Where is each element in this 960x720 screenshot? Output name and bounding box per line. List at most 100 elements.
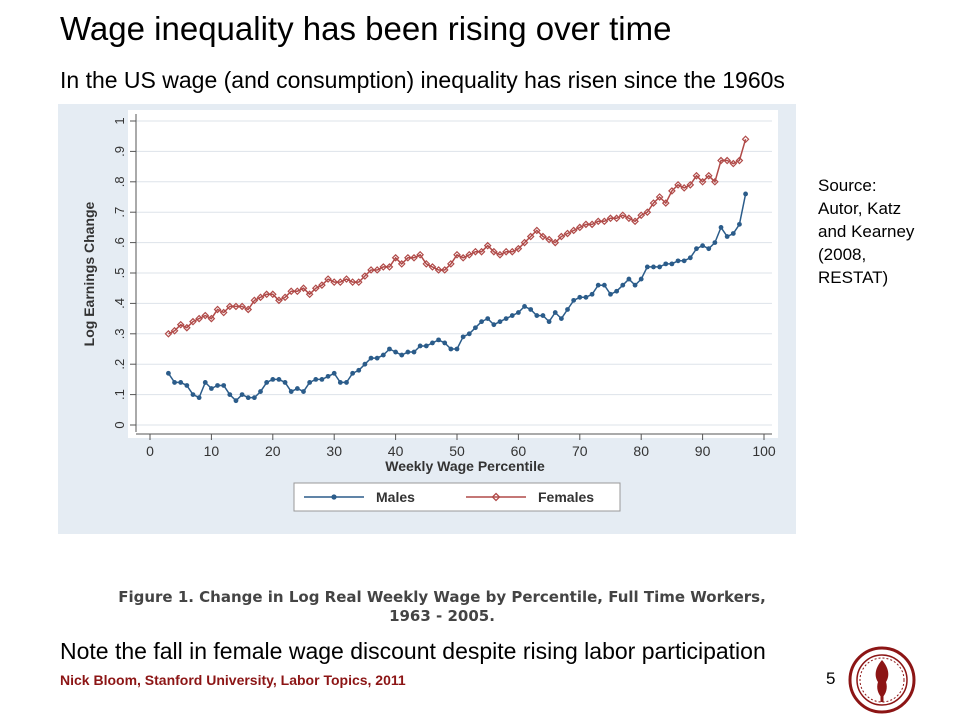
data-point: [397, 260, 406, 268]
data-point: [503, 316, 509, 321]
legend-marker: [331, 494, 337, 500]
data-point: [655, 193, 664, 201]
data-point: [209, 386, 214, 391]
data-point: [318, 281, 326, 290]
data-point: [238, 302, 246, 311]
data-point: [239, 392, 245, 397]
data-point: [477, 247, 486, 256]
data-point: [385, 263, 394, 271]
data-point: [282, 380, 288, 385]
data-point: [594, 217, 603, 226]
y-tick-label: 1: [112, 117, 127, 124]
data-point: [741, 135, 750, 144]
data-point: [373, 266, 382, 274]
data-point: [520, 238, 529, 247]
data-point: [275, 296, 283, 305]
x-tick-label: 100: [752, 443, 776, 459]
data-point: [434, 266, 443, 274]
data-point: [356, 367, 362, 373]
data-point: [595, 282, 601, 288]
legend-label: Males: [376, 489, 415, 505]
x-tick-label: 0: [146, 443, 154, 459]
data-point: [313, 377, 319, 382]
data-point: [213, 305, 222, 314]
data-point: [342, 275, 351, 283]
figure-caption: Figure 1. Change in Log Real Weekly Wage…: [82, 588, 802, 626]
data-point: [680, 184, 689, 192]
x-tick-label: 30: [326, 443, 342, 459]
x-tick-label: 50: [449, 443, 465, 459]
legend-marker: [491, 492, 501, 502]
data-point: [479, 319, 484, 325]
data-point: [324, 275, 332, 283]
data-point: [583, 294, 589, 300]
data-point: [268, 290, 277, 299]
x-tick-label: 80: [633, 443, 649, 459]
data-point: [718, 225, 724, 230]
data-point: [485, 316, 491, 321]
x-tick-label: 40: [388, 443, 404, 459]
data-point: [582, 220, 590, 229]
data-point: [379, 263, 388, 271]
data-point: [307, 380, 313, 385]
data-point: [552, 310, 558, 315]
data-point: [626, 276, 632, 282]
data-point: [466, 331, 472, 337]
data-point: [368, 355, 374, 361]
data-point: [281, 293, 289, 302]
data-point: [202, 380, 208, 385]
data-point: [399, 352, 405, 358]
data-point: [704, 171, 713, 180]
data-point: [526, 232, 535, 241]
data-point: [735, 156, 744, 165]
data-point: [638, 276, 644, 282]
data-point: [176, 320, 185, 329]
data-point: [182, 323, 191, 332]
data-point: [644, 264, 650, 270]
data-point: [608, 291, 613, 297]
data-point: [336, 278, 345, 286]
data-point: [700, 243, 705, 249]
data-point: [557, 232, 566, 241]
data-point: [687, 255, 693, 261]
data-point: [460, 334, 466, 340]
y-tick-label: 0: [112, 421, 127, 428]
data-point: [430, 340, 435, 346]
data-point: [331, 370, 337, 376]
data-point: [178, 380, 184, 385]
data-point: [663, 261, 669, 267]
data-point: [643, 208, 652, 217]
slide-note: Note the fall in female wage discount de…: [60, 638, 766, 664]
data-point: [361, 272, 369, 280]
data-point: [661, 199, 670, 207]
data-point: [569, 226, 578, 235]
data-point: [219, 308, 228, 317]
data-point: [625, 214, 633, 223]
data-point: [189, 317, 197, 326]
data-point: [528, 307, 534, 312]
data-point: [545, 235, 553, 244]
data-point: [489, 247, 498, 256]
data-point: [675, 258, 681, 264]
data-point: [588, 220, 596, 229]
data-point: [233, 398, 239, 404]
chart-panel: 0 .1 .2 .3 .4 .5 .6 .7 .8 .9 1 0 10 20 30 40 50 60 70 80 90…: [58, 104, 796, 534]
data-point: [410, 253, 418, 262]
data-point: [711, 177, 719, 186]
data-point: [447, 260, 455, 268]
data-point: [637, 211, 646, 220]
data-point: [614, 288, 620, 294]
data-point: [440, 266, 449, 274]
data-point: [299, 284, 308, 293]
data-point: [483, 241, 492, 250]
data-point: [651, 264, 656, 270]
data-point: [601, 282, 607, 288]
data-point: [348, 278, 357, 286]
x-tick-label: 20: [265, 443, 281, 459]
data-point: [245, 395, 251, 401]
data-point: [250, 296, 259, 305]
data-point: [737, 221, 742, 227]
data-point: [453, 250, 461, 259]
data-point: [546, 319, 552, 325]
source-line: (2008,: [818, 245, 867, 264]
